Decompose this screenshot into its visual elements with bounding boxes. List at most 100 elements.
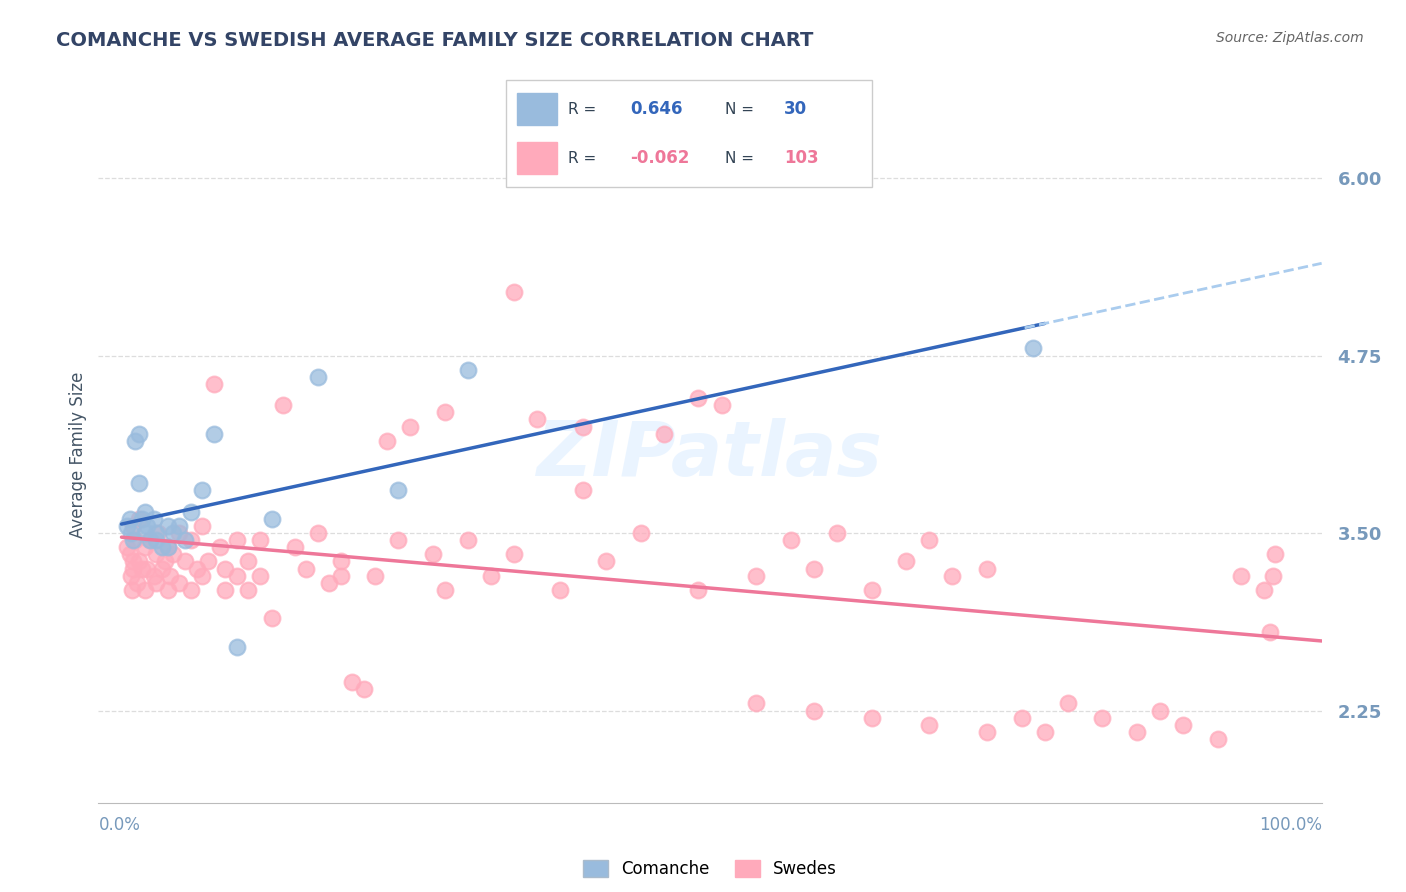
Point <box>159 568 181 582</box>
Point <box>422 547 444 561</box>
Point <box>918 533 941 548</box>
Point <box>167 519 190 533</box>
Point <box>191 483 214 498</box>
Point <box>353 682 375 697</box>
Point <box>162 526 184 541</box>
Point <box>142 512 165 526</box>
Point <box>630 526 652 541</box>
Text: 30: 30 <box>785 100 807 118</box>
Point <box>142 568 165 582</box>
Point <box>502 285 524 299</box>
Point <box>167 575 190 590</box>
Point <box>260 611 283 625</box>
Point <box>548 582 571 597</box>
Point <box>214 561 236 575</box>
Point <box>135 561 157 575</box>
Point <box>803 704 825 718</box>
Point <box>214 582 236 597</box>
Legend: Comanche, Swedes: Comanche, Swedes <box>576 854 844 885</box>
Point <box>208 540 231 554</box>
Point <box>180 582 202 597</box>
Point <box>122 554 145 568</box>
Text: 103: 103 <box>785 150 818 168</box>
Point <box>825 526 848 541</box>
Point <box>688 391 710 405</box>
Point <box>122 533 145 548</box>
Point <box>238 582 260 597</box>
Point <box>1173 717 1195 731</box>
Point <box>155 554 177 568</box>
Point <box>134 540 156 554</box>
Point <box>118 547 141 561</box>
Point <box>225 533 247 548</box>
Text: R =: R = <box>568 102 602 117</box>
Point <box>134 582 156 597</box>
Point <box>145 526 167 541</box>
Point <box>225 640 247 654</box>
Text: 0.646: 0.646 <box>630 100 683 118</box>
Point <box>1264 547 1286 561</box>
Point <box>572 419 595 434</box>
Point <box>688 582 710 597</box>
Point <box>1056 697 1078 711</box>
Point <box>145 575 167 590</box>
Point <box>779 533 801 548</box>
Text: N =: N = <box>725 151 759 166</box>
Text: -0.062: -0.062 <box>630 150 690 168</box>
Point <box>124 434 146 448</box>
Point <box>572 483 595 498</box>
FancyBboxPatch shape <box>517 93 557 125</box>
Point <box>307 526 329 541</box>
Point <box>387 533 409 548</box>
Point <box>174 554 197 568</box>
Point <box>120 568 142 582</box>
Point <box>1033 724 1056 739</box>
Point <box>145 547 167 561</box>
Point <box>202 426 225 441</box>
FancyBboxPatch shape <box>506 80 872 187</box>
Point <box>433 582 456 597</box>
Point <box>896 554 918 568</box>
Point <box>225 568 247 582</box>
Point <box>1230 568 1253 582</box>
Point <box>1206 731 1229 746</box>
Point <box>284 540 307 554</box>
Point <box>399 419 422 434</box>
Point <box>150 540 173 554</box>
Point <box>249 533 271 548</box>
Y-axis label: Average Family Size: Average Family Size <box>69 372 87 538</box>
Point <box>918 717 941 731</box>
Point <box>526 412 548 426</box>
Point <box>162 547 184 561</box>
Point <box>118 512 141 526</box>
Point <box>295 561 318 575</box>
Point <box>1253 582 1275 597</box>
Point <box>139 533 162 548</box>
Point <box>329 554 352 568</box>
Point <box>186 561 208 575</box>
Point <box>117 519 139 533</box>
Point <box>117 540 139 554</box>
Point <box>125 575 148 590</box>
Point <box>180 533 202 548</box>
Text: ZIPatlas: ZIPatlas <box>537 418 883 491</box>
Point <box>150 561 173 575</box>
Point <box>131 561 153 575</box>
Point <box>1011 710 1033 724</box>
Point <box>120 526 142 541</box>
Point <box>433 405 456 419</box>
Text: Source: ZipAtlas.com: Source: ZipAtlas.com <box>1216 31 1364 45</box>
Point <box>457 533 479 548</box>
Point <box>318 575 340 590</box>
Point <box>128 426 150 441</box>
Point <box>148 526 170 541</box>
Point <box>502 547 524 561</box>
Text: 100.0%: 100.0% <box>1258 816 1322 834</box>
Point <box>135 519 157 533</box>
Point <box>122 519 145 533</box>
Point <box>191 568 214 582</box>
Point <box>652 426 675 441</box>
Text: R =: R = <box>568 151 602 166</box>
Point <box>329 568 352 582</box>
Point <box>122 561 145 575</box>
